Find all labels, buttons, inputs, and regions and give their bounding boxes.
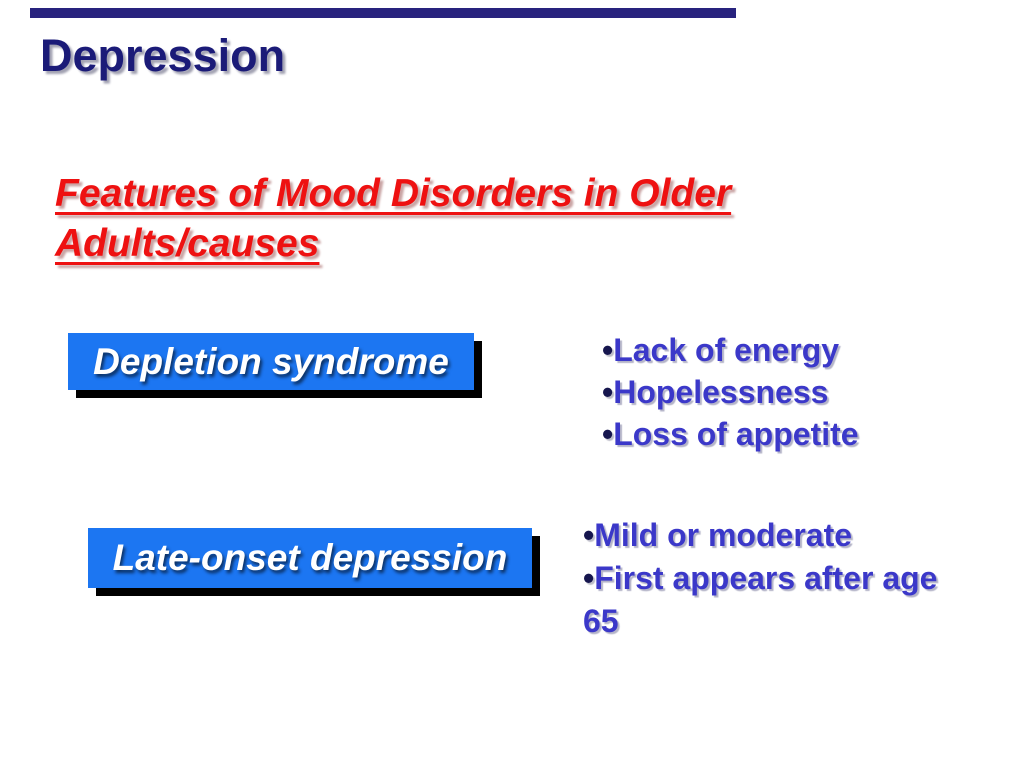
depletion-syndrome-box: Depletion syndrome: [68, 333, 474, 390]
section-heading-line-2: Adults/causes: [55, 222, 320, 265]
list-item-text: Mild or moderate: [594, 517, 853, 553]
top-accent-bar: [30, 8, 736, 18]
late-onset-depression-label: Late-onset depression: [112, 537, 508, 578]
bullet-dot-icon: •: [583, 517, 595, 553]
depletion-bullet-list: •Lack of energy •Hopelessness •Loss of a…: [602, 329, 859, 455]
list-item: •Lack of energy: [602, 329, 859, 371]
list-item-text: First appears after age: [594, 560, 938, 596]
bullet-dot-icon: •: [602, 332, 614, 368]
list-item-text: 65: [583, 603, 619, 639]
list-item-continuation: 65: [583, 600, 995, 643]
slide-title: Depression: [40, 30, 286, 81]
list-item-text: Loss of appetite: [613, 416, 859, 452]
section-heading-line-1: Features of Mood Disorders in Older: [55, 172, 732, 215]
list-item: •Mild or moderate: [583, 514, 995, 557]
section-heading: Features of Mood Disorders in Older Adul…: [55, 169, 731, 269]
list-item: •Hopelessness: [602, 371, 859, 413]
depletion-syndrome-label: Depletion syndrome: [93, 340, 449, 382]
list-item: •First appears after age: [583, 557, 995, 600]
list-item-text: Hopelessness: [613, 374, 829, 410]
list-item: •Loss of appetite: [602, 413, 859, 455]
bullet-dot-icon: •: [583, 560, 595, 596]
list-item-text: Lack of energy: [613, 332, 840, 368]
late-onset-bullet-list: •Mild or moderate •First appears after a…: [583, 514, 995, 643]
bullet-dot-icon: •: [602, 374, 614, 410]
bullet-dot-icon: •: [602, 416, 614, 452]
late-onset-depression-box: Late-onset depression: [88, 528, 532, 588]
